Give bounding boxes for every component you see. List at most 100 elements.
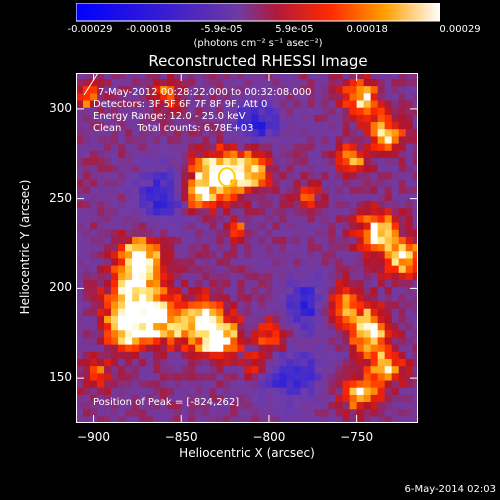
heatmap-cell xyxy=(153,114,161,123)
heatmap-cell xyxy=(104,186,112,194)
heatmap-cell xyxy=(181,85,189,94)
heatmap-cell xyxy=(342,257,351,266)
heatmap-cell xyxy=(391,135,400,144)
heatmap-cell xyxy=(216,415,224,423)
heatmap-cell xyxy=(342,329,351,338)
heatmap-cell xyxy=(188,236,196,245)
heatmap-cell xyxy=(398,394,407,403)
heatmap-cell xyxy=(272,308,281,316)
heatmap-cell xyxy=(230,114,238,123)
heatmap-cell xyxy=(286,387,295,395)
heatmap-cell xyxy=(167,200,175,209)
heatmap-cell xyxy=(90,257,98,266)
heatmap-cell xyxy=(321,78,330,87)
heatmap-cell xyxy=(300,121,309,130)
heatmap-cell xyxy=(314,200,323,209)
heatmap-cell xyxy=(76,322,84,331)
heatmap-cell xyxy=(195,300,203,309)
heatmap-cell xyxy=(377,221,386,230)
heatmap-cell xyxy=(237,365,245,374)
heatmap-cell xyxy=(223,387,231,395)
heatmap-cell xyxy=(181,272,189,281)
heatmap-cell xyxy=(307,178,316,187)
heatmap-cell xyxy=(160,150,168,158)
heatmap-cell xyxy=(118,365,126,374)
heatmap-cell xyxy=(342,128,351,137)
heatmap-cell xyxy=(272,293,281,302)
heatmap-cell xyxy=(286,272,295,281)
heatmap-cell xyxy=(363,221,372,230)
heatmap-cell xyxy=(104,178,112,187)
heatmap-cell xyxy=(90,193,98,202)
heatmap-cell xyxy=(167,236,175,245)
heatmap-cell xyxy=(90,408,98,417)
heatmap-cell xyxy=(279,344,288,352)
heatmap-cell xyxy=(216,329,224,338)
heatmap-cell xyxy=(167,99,175,108)
heatmap-cell xyxy=(335,157,344,166)
heatmap-cell xyxy=(321,408,330,417)
heatmap-cell xyxy=(244,207,252,216)
heatmap-cell xyxy=(174,272,182,281)
heatmap-cell xyxy=(216,293,224,302)
heatmap-cell xyxy=(97,265,105,273)
heatmap-cell xyxy=(188,193,196,202)
heatmap-cell xyxy=(300,322,309,331)
heatmap-cell xyxy=(272,164,281,173)
heatmap-cell xyxy=(251,229,259,237)
heatmap-cell xyxy=(125,286,133,295)
heatmap-cell xyxy=(286,250,295,259)
heatmap-cell xyxy=(202,178,210,187)
y-tick-label: 200 xyxy=(49,280,72,295)
heatmap-cell xyxy=(202,214,210,223)
heatmap-cell xyxy=(181,358,189,367)
heatmap-cell xyxy=(391,387,400,395)
heatmap-cell xyxy=(216,85,224,94)
heatmap-cell xyxy=(377,272,386,281)
heatmap-cell xyxy=(370,164,379,173)
heatmap-cell xyxy=(258,157,267,166)
heatmap-cell xyxy=(83,250,91,259)
heatmap-cell xyxy=(188,92,196,101)
heatmap-cell xyxy=(279,73,288,79)
heatmap-cell xyxy=(384,221,393,230)
heatmap-cell xyxy=(342,379,351,388)
heatmap-cell xyxy=(272,387,281,395)
heatmap-cell xyxy=(412,344,418,352)
heatmap-cell xyxy=(76,85,84,94)
heatmap-cell xyxy=(251,257,259,266)
heatmap-cell xyxy=(349,150,358,158)
heatmap-cell xyxy=(195,178,203,187)
heatmap-cell xyxy=(391,250,400,259)
heatmap-cell xyxy=(125,92,133,101)
heatmap-cell xyxy=(125,128,133,137)
heatmap-cell xyxy=(286,157,295,166)
heatmap-cell xyxy=(279,243,288,252)
heatmap-cell xyxy=(265,336,274,345)
heatmap-cell xyxy=(384,336,393,345)
heatmap-cell xyxy=(321,229,330,237)
heatmap-cell xyxy=(97,401,105,410)
heatmap-cell xyxy=(167,293,175,302)
heatmap-cell xyxy=(377,207,386,216)
heatmap-cell xyxy=(202,143,210,151)
heatmap-cell xyxy=(363,73,372,79)
heatmap-cell xyxy=(258,78,267,87)
heatmap-cell xyxy=(223,293,231,302)
heatmap-cell xyxy=(349,265,358,273)
heatmap-cell xyxy=(223,279,231,288)
heatmap-cell xyxy=(356,308,365,316)
heatmap-cell xyxy=(223,243,231,252)
heatmap-cell xyxy=(265,351,274,359)
heatmap-cell xyxy=(244,372,252,381)
heatmap-cell xyxy=(363,99,372,108)
heatmap-cell xyxy=(97,279,105,288)
heatmap-cell xyxy=(349,315,358,324)
heatmap-cell xyxy=(244,365,252,374)
heatmap-cell xyxy=(76,394,84,403)
heatmap-cell xyxy=(384,358,393,367)
heatmap-cell xyxy=(209,193,217,202)
heatmap-cell xyxy=(300,143,309,151)
heatmap-cell xyxy=(237,379,245,388)
heatmap-cell xyxy=(356,315,365,324)
